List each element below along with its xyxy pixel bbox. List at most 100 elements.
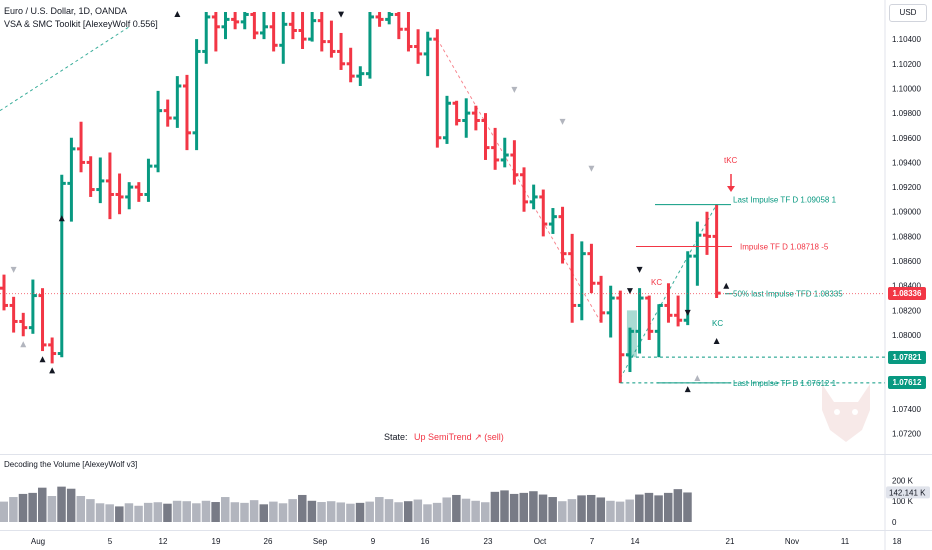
volume-bar: [66, 488, 76, 522]
volume-bar: [452, 494, 461, 522]
volume-bar: [192, 503, 201, 522]
volume-current-tag: [886, 486, 930, 499]
volume-current-label: 142.141 K: [889, 488, 926, 497]
triangle-down-marker: [588, 165, 595, 172]
x-tick-label: Oct: [534, 537, 547, 546]
volume-bar: [153, 502, 163, 522]
volume-bar: [326, 501, 336, 522]
volume-bar: [442, 497, 451, 522]
triangle-down-marker: [10, 266, 17, 273]
x-tick-label: 14: [631, 537, 640, 546]
volume-bar: [596, 497, 606, 522]
volume-bar: [635, 494, 644, 522]
volume-bar: [269, 501, 278, 522]
y-tick-label: 1.08200: [892, 306, 921, 315]
triangle-up-marker: [39, 356, 46, 363]
volume-bar: [471, 500, 480, 522]
volume-bar: [124, 503, 134, 522]
y-tick-label: 1.09600: [892, 134, 921, 143]
chart-annotation: KC: [651, 278, 662, 287]
y-tick-label: 1.09200: [892, 183, 921, 192]
volume-bar: [28, 492, 37, 522]
volume-bar: [307, 500, 317, 522]
x-tick-label: 23: [484, 537, 493, 546]
volume-bar: [163, 503, 172, 522]
triangle-up-marker: [694, 375, 701, 382]
triangle-down-marker: [684, 309, 691, 316]
chart-annotation: tKC: [724, 156, 738, 165]
triangle-down-marker: [559, 118, 566, 125]
impulse-zone: [626, 310, 637, 358]
volume-bar: [567, 499, 577, 522]
volume-bar: [683, 492, 692, 522]
x-tick-label: 16: [421, 537, 430, 546]
volume-bar: [57, 486, 66, 522]
volume-bar: [375, 497, 384, 522]
y-tick-label: 1.10200: [892, 60, 921, 69]
y-tick-label: 1.07400: [892, 405, 921, 414]
x-tick-label: Sep: [313, 537, 328, 546]
triangle-up-marker: [20, 341, 27, 348]
volume-bar: [86, 499, 95, 522]
level-price-tag: 1.07821: [888, 350, 926, 364]
triangle-down-marker: [626, 288, 633, 295]
volume-bar: [548, 497, 557, 522]
volume-bar: [259, 504, 269, 522]
x-tick-label: 9: [371, 537, 376, 546]
volume-bar: [644, 492, 654, 522]
volume-bar: [538, 494, 548, 522]
x-tick-label: Nov: [785, 537, 799, 546]
x-tick-label: 21: [726, 537, 735, 546]
volume-bar: [529, 491, 538, 522]
x-tick-label: 7: [590, 537, 595, 546]
level-price-tag: 1.07612: [888, 376, 926, 390]
volume-tick-label: 100 K: [892, 497, 914, 506]
volume-bar: [76, 496, 86, 522]
volume-bar: [490, 491, 500, 522]
y-tick-label: 1.09400: [892, 158, 921, 167]
volume-bar: [509, 493, 519, 522]
volume-bar: [230, 502, 240, 522]
volume-bar: [134, 505, 143, 522]
volume-bar: [105, 504, 114, 522]
volume-bar: [519, 492, 529, 522]
y-tick-label: 1.08000: [892, 331, 921, 340]
x-tick-label: 18: [893, 537, 902, 546]
volume-bar: [47, 496, 57, 522]
volume-bar: [394, 502, 403, 522]
impulse-level-label: Impulse TF D 1.08718 -5: [740, 243, 829, 252]
volume-bar: [577, 495, 586, 522]
volume-bar: [461, 498, 471, 522]
volume-bar: [423, 504, 432, 522]
volume-panel-title: Decoding the Volume [AlexeyWolf v3]: [4, 460, 138, 469]
volume-bar: [0, 501, 8, 522]
currency-button[interactable]: USD: [889, 4, 927, 22]
volume-bar: [481, 502, 490, 522]
volume-bar: [615, 501, 625, 522]
trend-dashed-line: [0, 26, 130, 112]
volume-bar: [18, 493, 28, 522]
x-tick-label: 12: [159, 537, 168, 546]
symbol-title: Euro / U.S. Dollar, 1D, OANDA: [4, 6, 128, 16]
trend-dashed-line: [436, 38, 602, 323]
x-tick-label: 5: [108, 537, 113, 546]
volume-bar: [384, 499, 394, 522]
volume-bar: [336, 502, 346, 522]
x-tick-label: 26: [264, 537, 273, 546]
triangle-up-marker: [723, 282, 730, 289]
y-tick-label: 1.07200: [892, 430, 921, 439]
volume-bar: [172, 500, 182, 522]
volume-bar: [586, 494, 596, 522]
triangle-up-marker: [684, 386, 691, 393]
volume-bar: [288, 499, 297, 522]
y-tick-label: 1.09000: [892, 208, 921, 217]
impulse-level-label: 50% last Impulse TFD 1.08335: [733, 290, 843, 299]
y-tick-label: 1.10000: [892, 84, 921, 93]
x-tick-label: 11: [841, 537, 850, 546]
volume-bar: [558, 501, 567, 522]
volume-bar: [201, 500, 211, 522]
volume-bar: [413, 499, 423, 522]
current-price-tag: 1.08336: [888, 287, 926, 301]
x-tick-label: 19: [212, 537, 221, 546]
